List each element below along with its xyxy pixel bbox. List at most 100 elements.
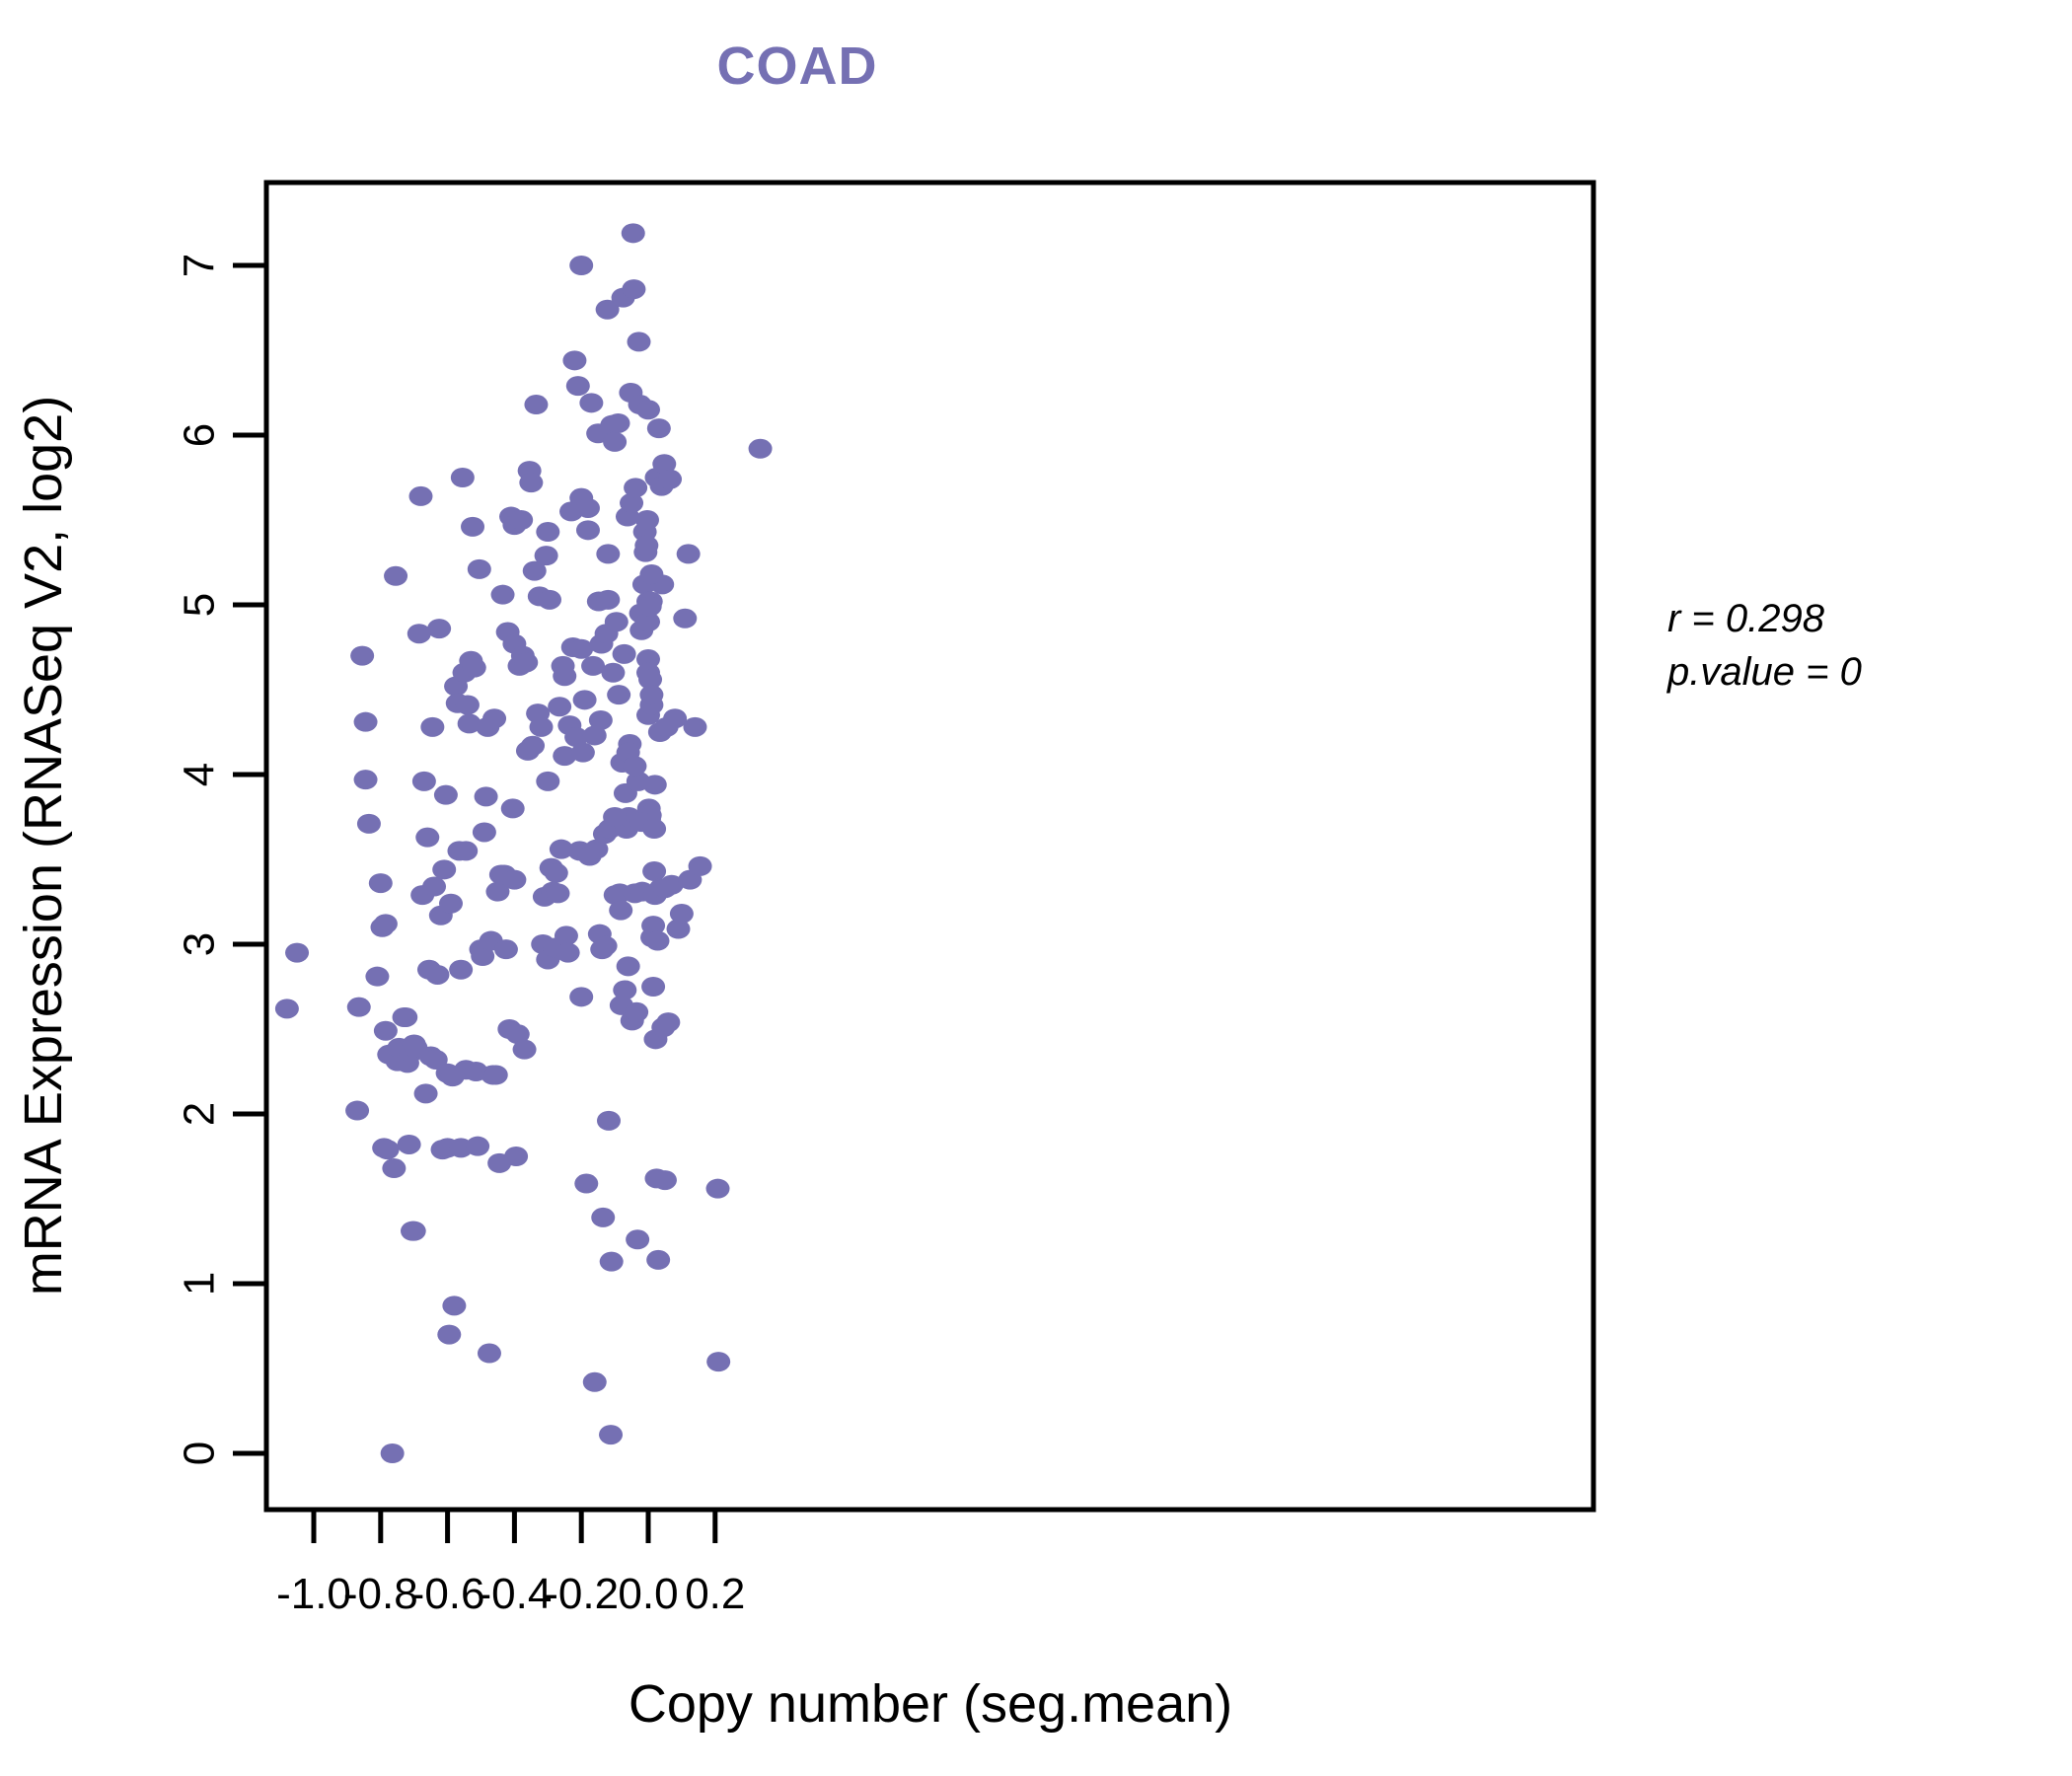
data-point [505,1024,530,1045]
data-point [514,652,539,673]
data-point [564,727,589,748]
data-point [569,256,594,275]
data-point [582,1371,607,1392]
data-point [553,666,577,687]
data-point [636,400,660,420]
x-tick-label: -0.4 [477,1570,552,1618]
data-point [683,716,707,737]
data-point [658,469,683,489]
data-point [397,1134,421,1154]
data-point [472,822,496,843]
data-point [673,608,698,629]
data-point [438,893,463,914]
data-point [575,520,600,541]
data-point [624,478,648,498]
data-point [454,841,479,861]
data-point [652,1170,677,1191]
data-point [548,697,572,717]
data-point [621,223,645,244]
data-point [554,925,578,946]
data-point [622,279,646,300]
data-point [596,544,621,564]
data-point [569,987,594,1007]
data-point [634,535,659,555]
y-tick-label: 2 [176,1102,224,1126]
data-point [666,919,691,939]
data-point [599,1251,624,1272]
data-point [601,662,626,683]
data-point [415,827,440,848]
y-tick-label: 3 [176,932,224,956]
data-point [350,645,375,666]
data-point [652,454,677,475]
data-point [411,771,436,791]
data-point [637,596,662,617]
data-point [642,861,667,882]
data-point [427,619,452,639]
data-point [634,510,659,530]
data-point [604,612,629,632]
data-point [603,807,628,827]
data-point [433,784,458,805]
data-point [625,1001,649,1022]
data-point [353,770,378,790]
data-point [572,690,597,710]
data-point [581,655,606,676]
data-point [606,412,630,433]
data-point [512,1039,537,1060]
data-point [706,1352,731,1372]
data-point [641,916,666,936]
data-point [368,873,393,894]
data-point [471,946,495,967]
data-point [466,1136,490,1156]
data-point [636,612,660,632]
data-point [562,350,587,371]
data-point [584,839,609,859]
data-point [346,997,371,1017]
x-axis-ticks: -1.0-0.8-0.6-0.4-0.2 0.0 0.2 [276,1510,745,1618]
data-point [450,468,475,487]
data-point [455,695,480,715]
data-point [544,862,568,883]
y-tick-label: 0 [176,1442,224,1465]
data-point [462,657,486,678]
data-point [345,1100,370,1121]
data-point [603,431,628,452]
data-point [482,708,507,729]
data-point [536,522,560,543]
data-point [477,1343,501,1364]
data-point [274,999,299,1019]
data-point [639,564,664,585]
data-point [607,685,631,705]
data-point [534,546,558,566]
data-point [591,1207,616,1227]
data-point [356,813,381,834]
correlation-coefficient-text: r = 0.298 [1667,597,1825,640]
data-point [402,1221,426,1241]
data-point [688,855,712,876]
y-tick-label: 5 [176,593,224,617]
data-point [521,735,546,756]
y-tick-label: 7 [176,254,224,277]
data-point [353,711,378,732]
data-point [285,942,310,963]
data-point [646,418,671,439]
data-point [529,716,554,737]
data-point [663,708,688,729]
x-tick-label: -1.0 [276,1570,351,1618]
plot-border [263,180,1596,1513]
x-tick-label: -0.2 [544,1570,619,1618]
data-point [626,1229,650,1250]
data-point [449,959,474,980]
data-point [613,980,637,1000]
data-point [375,1140,400,1160]
data-point [748,438,773,459]
data-point [432,859,457,880]
p-value-text: p.value = 0 [1667,650,1862,694]
data-point [457,713,481,734]
data-point [519,473,544,493]
x-tick-label: 0.2 [685,1570,745,1618]
data-point [616,956,640,977]
page-title: COAD [716,37,878,96]
